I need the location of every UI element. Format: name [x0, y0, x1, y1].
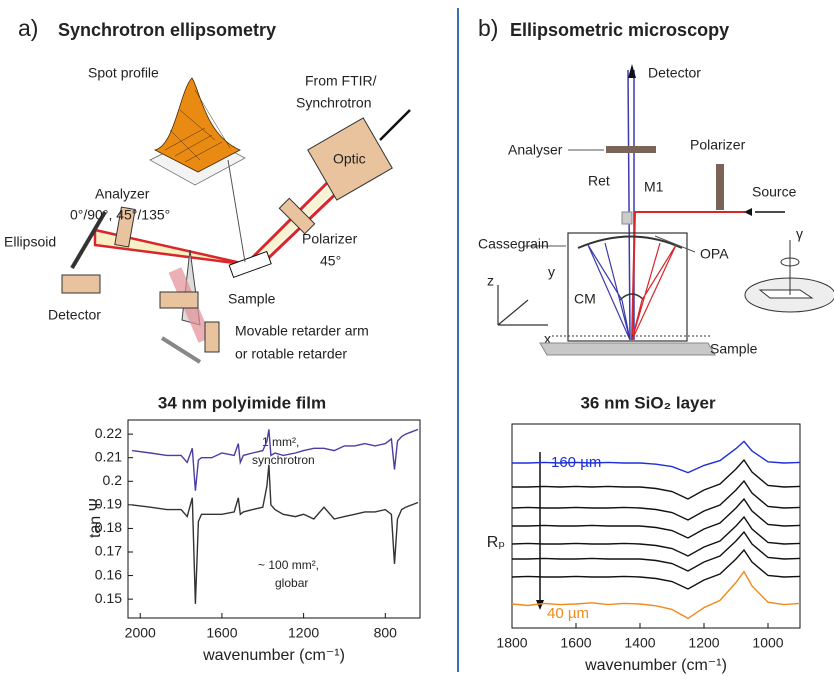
label: y: [548, 264, 555, 280]
label: Optic: [333, 151, 366, 167]
retarder: [622, 212, 632, 224]
label: 0°/90°, 45°/135°: [70, 207, 170, 223]
data-line: [512, 517, 800, 556]
pointer: [655, 236, 695, 252]
data-line: [512, 550, 800, 589]
y-tick-label: 0.17: [95, 543, 122, 559]
label: Movable retarder arm: [235, 323, 369, 339]
sample: [229, 252, 271, 278]
retarder-mirror: [162, 338, 200, 362]
x-axis-label: wavenumber (cm⁻¹): [584, 657, 727, 674]
x-tick-label: 1600: [206, 625, 237, 641]
panel-title: Synchrotron ellipsometry: [58, 20, 276, 40]
detector: [62, 275, 100, 293]
retarder-part: [205, 322, 219, 352]
y-tick-label: 0.15: [95, 590, 122, 606]
annotation: ~ 100 mm²,: [258, 558, 319, 572]
figure: a) Synchrotron ellipsometry Spot profile…: [0, 0, 834, 679]
y-tick-label: 0.21: [95, 448, 122, 464]
polarizer: [716, 164, 724, 210]
y-axis-label: Rₚ: [487, 534, 505, 551]
arrow: [536, 600, 544, 610]
label: Synchrotron: [296, 95, 371, 111]
arrow: [744, 208, 752, 216]
label: Source: [752, 184, 797, 200]
label: Detector: [648, 65, 701, 81]
y-axis-label: tan Ψ: [87, 498, 104, 538]
spot-profile-plot: [150, 78, 245, 185]
panel-title: Ellipsometric microscopy: [510, 20, 729, 40]
label: Analyzer: [95, 186, 150, 202]
label: CM: [574, 291, 596, 307]
label: Ellipsoid: [4, 234, 56, 250]
label: Analyser: [508, 142, 563, 158]
input-beam: [380, 110, 410, 140]
label: Ret: [588, 173, 610, 189]
x-tick-label: 1000: [752, 635, 783, 651]
panel-letter: b): [478, 15, 498, 41]
label: z: [487, 273, 494, 289]
y-tick-label: 0.2: [103, 472, 123, 488]
label: Polarizer: [302, 231, 358, 247]
y-tick-label: 0.22: [95, 425, 122, 441]
panel-letter: a): [18, 15, 38, 41]
x-tick-label: 1800: [496, 635, 527, 651]
x-tick-label: 1200: [688, 635, 719, 651]
label: 45°: [320, 253, 341, 269]
beam: [632, 212, 745, 340]
plot-frame: [128, 420, 420, 618]
label: γ: [796, 226, 803, 242]
label: Cassegrain: [478, 236, 549, 252]
x-tick-label: 1200: [288, 625, 319, 641]
axes: [498, 285, 548, 325]
label: OPA: [700, 246, 729, 262]
chart-title: 36 nm SiO₂ layer: [580, 393, 716, 412]
analyser: [606, 146, 656, 153]
annotation: globar: [275, 576, 308, 590]
x-tick-label: 800: [374, 625, 398, 641]
label: Spot profile: [88, 65, 159, 81]
label: M1: [644, 179, 664, 195]
x-tick-label: 1400: [624, 635, 655, 651]
x-tick-label: 1600: [560, 635, 591, 651]
pointer: [228, 160, 245, 262]
x-tick-label: 2000: [125, 625, 156, 641]
retarder-part: [160, 292, 198, 308]
label: Sample: [710, 341, 758, 357]
label: Sample: [228, 291, 276, 307]
arrow: [628, 64, 636, 78]
sample: [540, 343, 715, 355]
annotation: 40 µm: [547, 605, 589, 622]
y-tick-label: 0.16: [95, 566, 122, 582]
label: or rotable retarder: [235, 346, 347, 362]
chart-title: 34 nm polyimide film: [158, 393, 326, 412]
label: Polarizer: [690, 137, 746, 153]
x-axis-label: wavenumber (cm⁻¹): [202, 647, 345, 664]
label: Detector: [48, 307, 101, 323]
label: From FTIR/: [305, 73, 377, 89]
beam: [632, 243, 676, 340]
